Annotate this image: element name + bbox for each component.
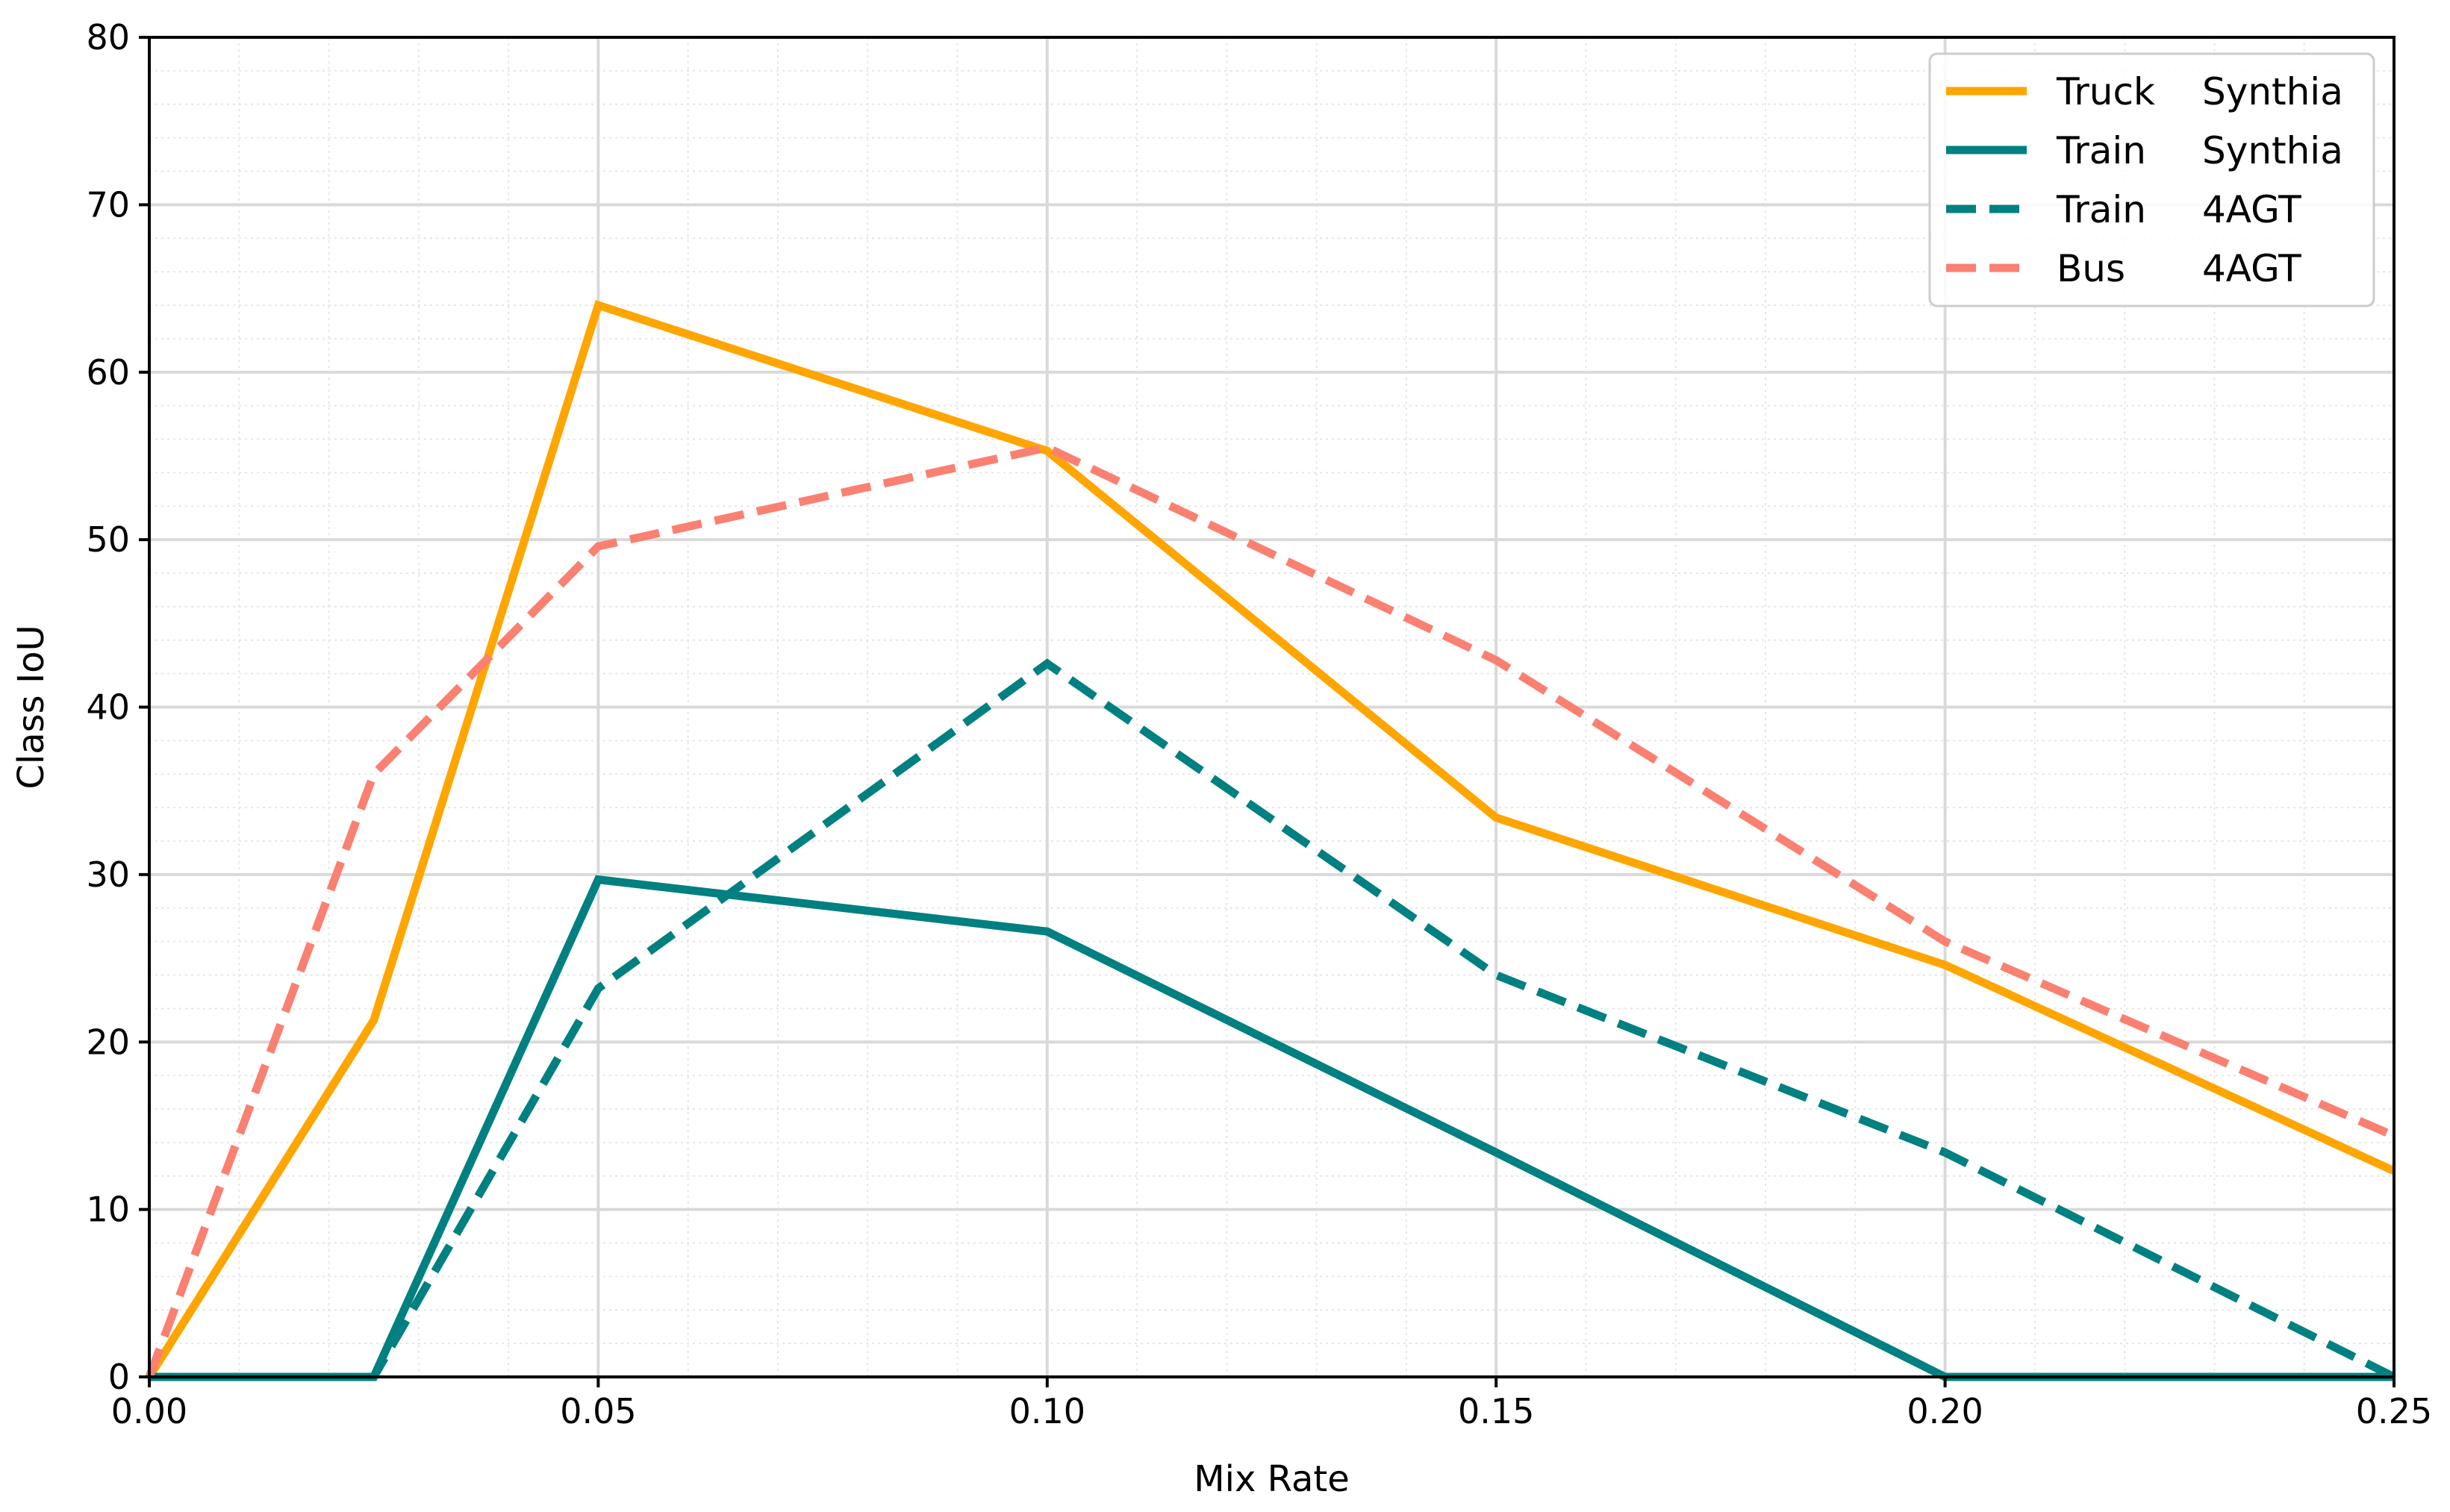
y-tick-label: 70 <box>86 184 130 225</box>
y-tick-label: 80 <box>86 17 130 57</box>
legend: Truck Synthia Train Synthia Train 4AGT Bus 4AGT <box>1928 52 2375 307</box>
legend-series-name: Train <box>2056 188 2146 231</box>
y-axis-label: Class IoU <box>10 625 52 789</box>
series-line-truck-synthia <box>146 300 2396 1379</box>
x-tick-label: 0.15 <box>1458 1391 1534 1431</box>
legend-series-dataset: Synthia <box>2202 70 2343 113</box>
x-tick-label: 0.05 <box>560 1391 636 1431</box>
x-axis-label: Mix Rate <box>1194 1458 1349 1500</box>
x-tick-label: 0.10 <box>1009 1391 1085 1431</box>
legend-series-dataset: 4AGT <box>2202 188 2301 231</box>
legend-series-dataset: Synthia <box>2202 129 2343 172</box>
legend-series-name: Bus <box>2057 247 2125 290</box>
legend-box <box>1928 52 2375 307</box>
x-axis-ticks: 0.00 0.05 0.10 0.15 0.20 0.25 <box>111 1377 2432 1431</box>
x-tick-label: 0.25 <box>2356 1391 2432 1431</box>
x-tick-label: 0.00 <box>111 1391 187 1431</box>
y-tick-label: 20 <box>86 1022 130 1062</box>
y-axis-ticks: 0 10 20 30 40 50 60 70 80 <box>86 17 149 1397</box>
y-tick-label: 60 <box>86 352 130 393</box>
legend-series-name: Train <box>2056 129 2146 172</box>
y-tick-label: 50 <box>86 519 130 560</box>
y-tick-label: 0 <box>108 1357 130 1397</box>
y-tick-label: 30 <box>86 855 130 895</box>
x-tick-label: 0.20 <box>1907 1391 1983 1431</box>
legend-series-dataset: 4AGT <box>2202 247 2301 290</box>
y-tick-label: 40 <box>86 687 130 728</box>
series-line-bus-4agt <box>145 443 2396 1378</box>
legend-series-name: Truck <box>2056 70 2155 113</box>
y-tick-label: 10 <box>86 1190 130 1230</box>
